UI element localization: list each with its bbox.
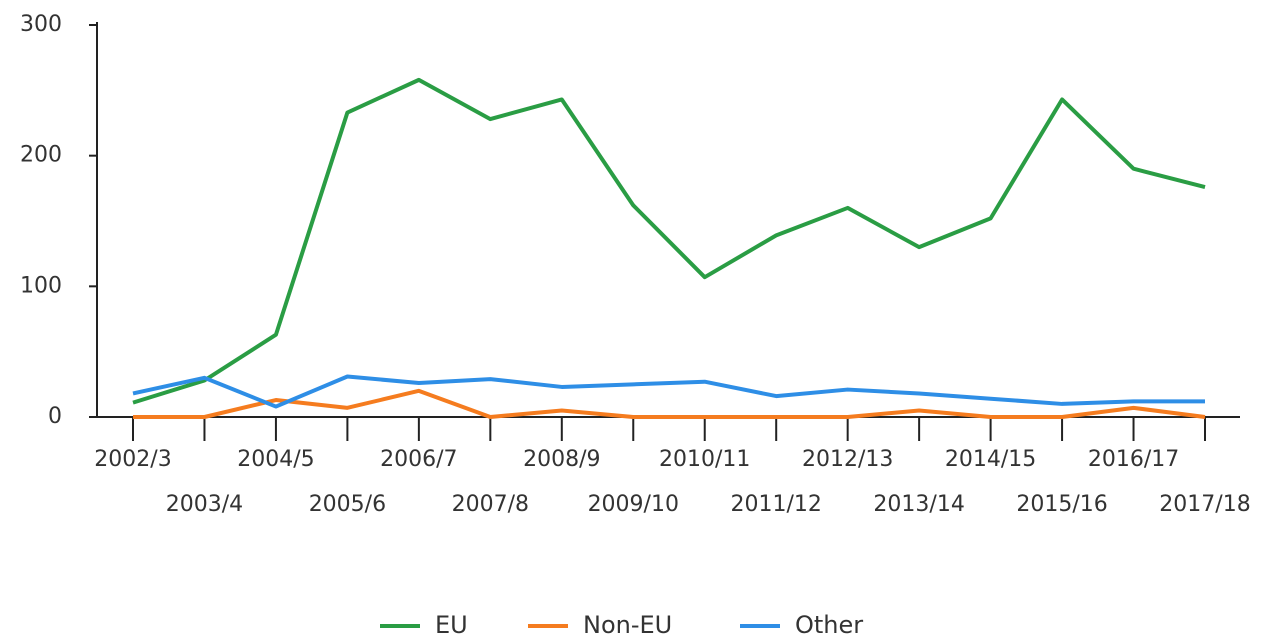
x-tick-label: 2002/3 (94, 447, 171, 472)
x-tick-label: 2014/15 (945, 447, 1036, 472)
x-tick-label: 2005/6 (309, 492, 386, 517)
x-tick-label: 2016/17 (1088, 447, 1179, 472)
series-line (132, 374, 1205, 409)
x-tick-label: 2011/12 (730, 492, 821, 517)
x-tick-label: 2013/14 (873, 492, 964, 517)
y-tick-label: 300 (20, 12, 62, 37)
y-tick-label: 0 (48, 404, 62, 429)
x-tick-label: 2006/7 (380, 447, 457, 472)
x-tick-label: 2017/18 (1159, 492, 1250, 517)
series-line (132, 77, 1206, 405)
y-tick-label: 200 (20, 143, 62, 168)
x-tick-label: 2012/13 (802, 447, 893, 472)
legend-label: EU (435, 611, 468, 639)
y-tick-label: 100 (20, 273, 62, 298)
x-tick-label: 2009/10 (588, 492, 679, 517)
x-tick-label: 2008/9 (523, 447, 600, 472)
x-tick-label: 2010/11 (659, 447, 750, 472)
x-tick-label: 2004/5 (237, 447, 314, 472)
series-line (133, 388, 1206, 419)
x-tick-label: 2003/4 (166, 492, 243, 517)
legend-label: Non-EU (583, 611, 672, 639)
legend-label: Other (795, 611, 863, 639)
x-tick-label: 2007/8 (452, 492, 529, 517)
x-tick-label: 2015/16 (1016, 492, 1107, 517)
